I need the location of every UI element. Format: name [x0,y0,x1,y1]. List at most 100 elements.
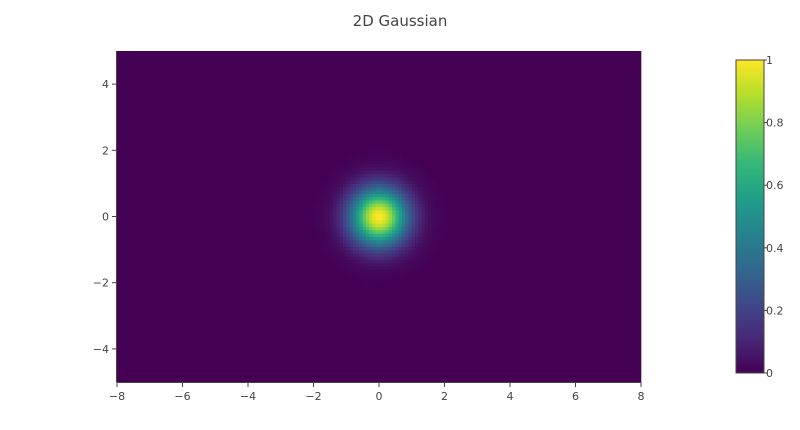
heatmap-cell [333,223,338,228]
heatmap-cell [411,206,416,211]
heatmap-cell [339,246,344,251]
heatmap-cell [428,203,432,208]
heatmap-cell [333,183,338,188]
heatmap-cell [362,173,367,178]
heatmap-cell [356,256,360,261]
heatmap-cell [349,203,354,208]
heatmap-cell [336,180,341,184]
heatmap-cell [392,226,396,231]
heatmap-cell [421,209,426,214]
heatmap-cell [388,163,393,168]
heatmap-cell [333,173,338,178]
heatmap-cell [333,209,338,214]
colorbar-tick-label: 0.4 [766,242,784,255]
heatmap-cell [431,223,436,228]
heatmap-cell [372,239,377,244]
heatmap-cell [441,226,446,231]
heatmap-cell [342,249,347,254]
heatmap-cell [362,219,367,224]
heatmap-cell [336,256,341,261]
heatmap-cell [398,173,403,178]
heatmap-cell [362,252,367,257]
heatmap-cell [375,256,380,261]
heatmap-cell [333,233,338,237]
heatmap-cell [388,223,393,228]
heatmap-cell [339,173,344,178]
heatmap-cell [395,266,400,271]
heatmap-cell [362,246,367,251]
heatmap-cell [382,262,387,267]
heatmap-cell [375,279,380,284]
heatmap-cell [372,206,377,211]
heatmap-cell [385,186,390,191]
heatmap-cell [421,219,426,224]
heatmap-cell [365,166,370,171]
heatmap-cell [382,173,387,178]
heatmap-cell [437,233,442,237]
heatmap-cell [339,236,344,241]
heatmap-cell [434,226,439,231]
heatmap-cell [405,256,410,261]
heatmap-cell [405,246,410,251]
heatmap-cell [375,272,380,277]
heatmap-cell [415,180,419,184]
heatmap-cell [359,229,364,234]
heatmap-cell [392,236,396,241]
heatmap-cell [395,170,400,175]
heatmap-cell [352,183,357,188]
heatmap-cell [362,206,367,211]
heatmap-cell [431,186,436,191]
heatmap-cell [382,180,387,184]
heatmap-cell [398,199,403,204]
heatmap-cell [408,193,413,198]
heatmap-cell [369,249,374,254]
heatmap-cell [339,226,344,231]
heatmap-cell [365,229,370,234]
heatmap-cell [379,266,383,271]
heatmap-cell [356,246,360,251]
heatmap-cell [339,213,344,218]
heatmap-cell [346,193,351,198]
heatmap-cell [388,150,393,155]
heatmap-cell [356,156,360,161]
heatmap-cell [342,242,347,247]
heatmap-cell [333,199,338,204]
heatmap-cell [398,276,403,280]
colorbar-tick-label: 0 [766,367,773,380]
heatmap-cell [323,180,328,184]
heatmap-cell [352,246,357,251]
heatmap-cell [333,256,338,261]
heatmap-cell [336,262,341,267]
heatmap-cell [346,219,351,224]
heatmap-cell [405,199,410,204]
heatmap-cell [339,223,344,228]
heatmap-cell [415,246,419,251]
heatmap-cell [411,170,416,175]
x-tick-label: −6 [174,390,190,403]
heatmap-cell [434,213,439,218]
heatmap-cell [392,176,396,181]
heatmap-cell [441,203,446,208]
heatmap-cell [369,150,374,155]
heatmap-cell [356,180,360,184]
heatmap-cell [392,166,396,171]
heatmap-cell [339,266,344,271]
heatmap-cell [356,206,360,211]
heatmap-cell [365,183,370,188]
heatmap-cell [408,213,413,218]
heatmap-cell [405,242,410,247]
heatmap-cell [421,246,426,251]
heatmap-cell [437,203,442,208]
heatmap-cell [395,226,400,231]
heatmap-cell [385,206,390,211]
heatmap-cell [421,256,426,261]
heatmap-cell [333,259,338,264]
heatmap-cell [398,216,403,221]
heatmap-cell [415,199,419,204]
heatmap-cell [320,236,324,241]
heatmap-cell [415,176,419,181]
heatmap-cell [342,176,347,181]
heatmap-cell [333,190,338,194]
heatmap-cell [428,246,432,251]
